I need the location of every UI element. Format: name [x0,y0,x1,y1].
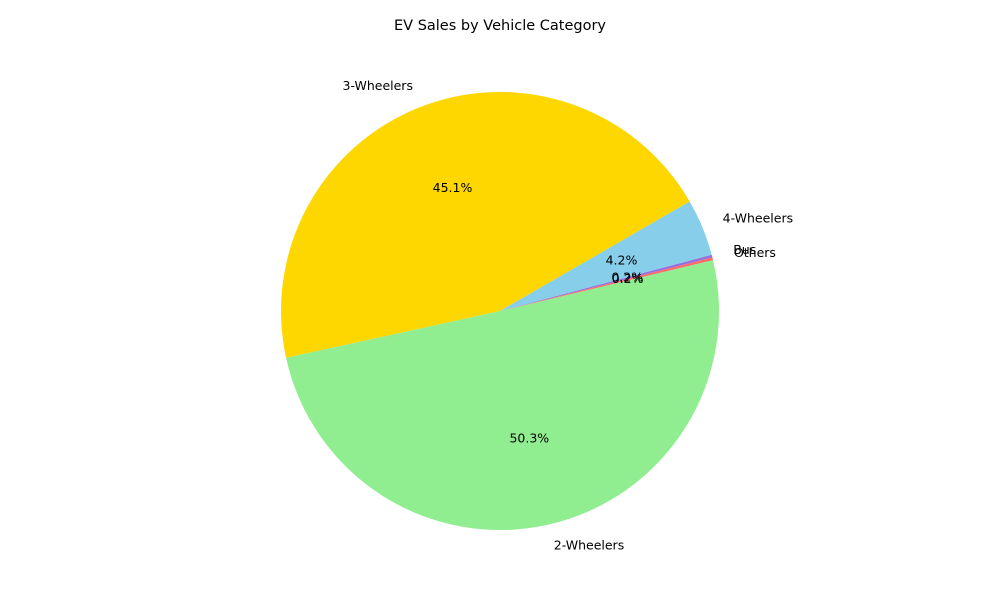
slice-label-3-wheelers: 3-Wheelers [343,78,413,93]
pie-slices [281,92,720,531]
value-label-bus: 0.2% [611,270,643,285]
pie-slice-4-wheelers [500,201,712,311]
pie-slice-3-wheelers [281,92,690,358]
slice-label-4-wheelers: 4-Wheelers [723,211,793,226]
slice-label-2-wheelers: 2-Wheelers [554,537,624,552]
value-label-4-wheelers: 4.2% [606,252,638,267]
value-label-2-wheelers: 50.3% [509,431,549,446]
pie-labels: 3-Wheelers 45.1% 2-Wheelers 50.3% Others 0.2%… [343,78,794,552]
slice-label-bus: Bus [733,242,756,257]
value-label-others: 0.2% [612,271,644,286]
slice-label-others: Others [734,245,776,260]
value-label-3-wheelers: 45.1% [433,180,473,195]
pie-slice-others [500,257,714,311]
chart-title: EV Sales by Vehicle Category [394,18,606,34]
pie-slice-bus [500,254,713,311]
pie-slice-2-wheelers [286,260,720,531]
